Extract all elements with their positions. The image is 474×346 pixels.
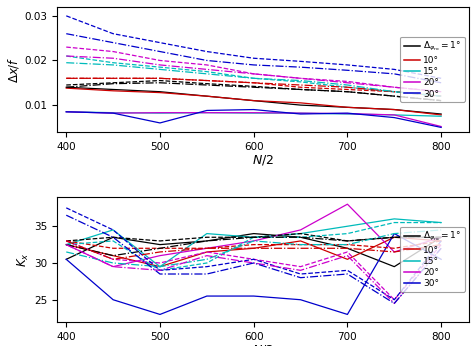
Legend: $\Delta_{\varphi_{\rm ro}}=1°$, 10°, 15°, 20°, 30°: $\Delta_{\varphi_{\rm ro}}=1°$, 10°, 15°… bbox=[400, 227, 465, 292]
Y-axis label: $K_x$: $K_x$ bbox=[16, 252, 31, 267]
Y-axis label: $\Delta x/f$: $\Delta x/f$ bbox=[6, 56, 21, 83]
Legend: $\Delta_{\varphi_{\rm ro}}=1°$, 10°, 15°, 20°, 30°: $\Delta_{\varphi_{\rm ro}}=1°$, 10°, 15°… bbox=[400, 37, 465, 102]
X-axis label: $N/2$: $N/2$ bbox=[252, 343, 274, 346]
X-axis label: $N/2$: $N/2$ bbox=[252, 153, 274, 167]
